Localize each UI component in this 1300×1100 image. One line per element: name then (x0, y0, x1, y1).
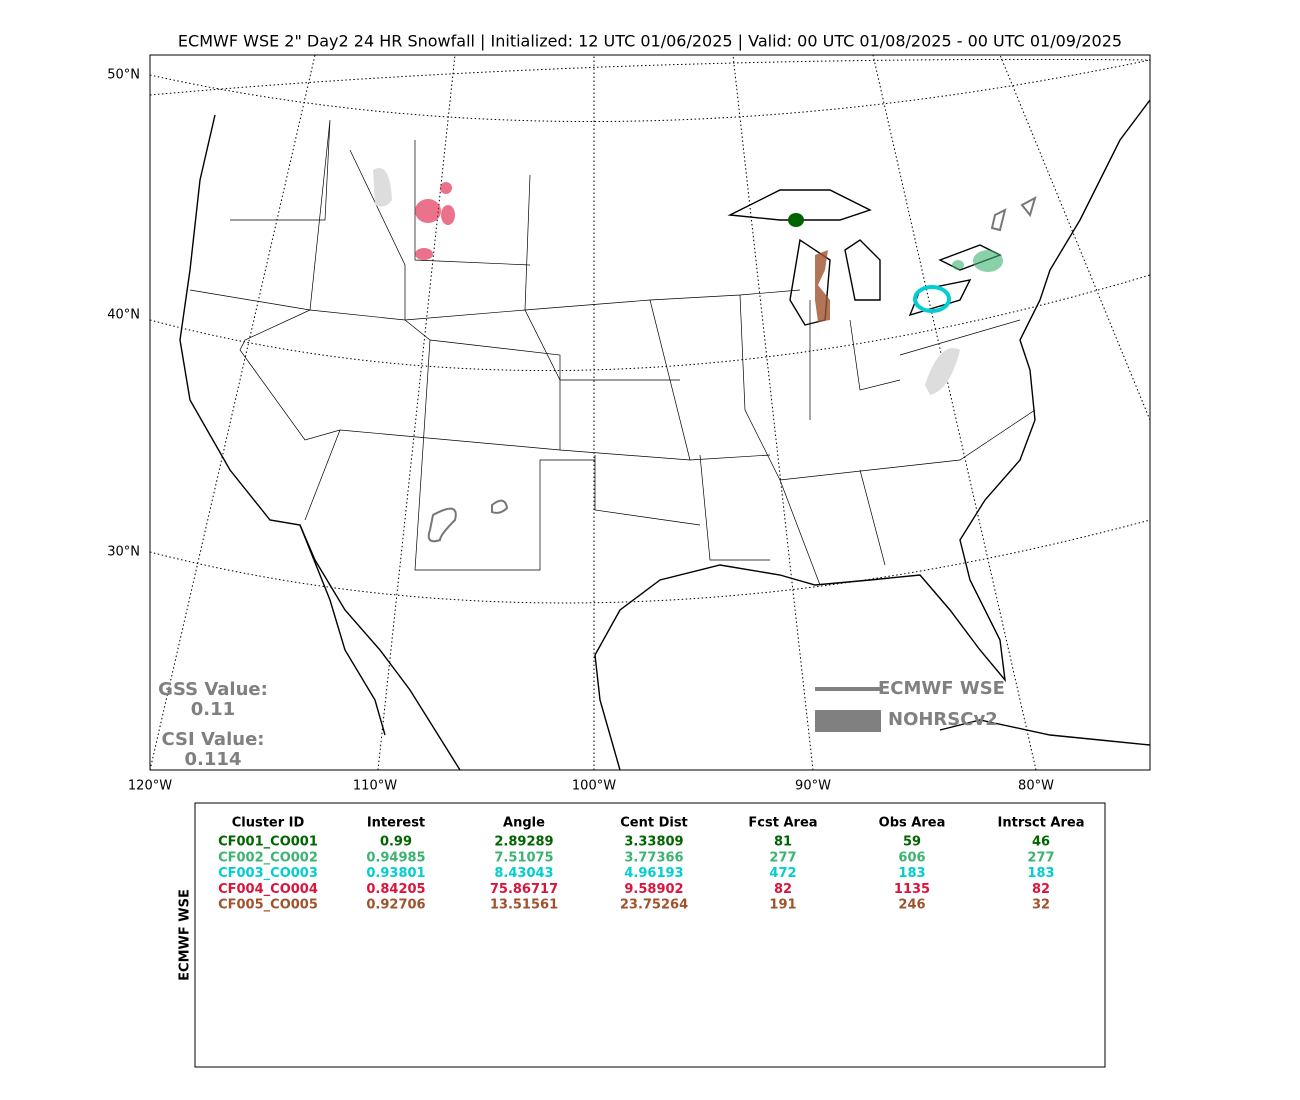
table-cell: 246 (898, 898, 925, 913)
table-cell: 191 (769, 898, 796, 913)
title: ECMWF WSE 2" Day2 24 HR Snowfall | Initi… (178, 32, 1122, 51)
cluster-area (952, 260, 964, 270)
legend-swatch (815, 710, 881, 732)
parallel (150, 274, 1150, 372)
table-cell: 0.84205 (366, 882, 425, 897)
table-cell: 183 (1027, 866, 1054, 881)
table-cell: 1135 (894, 882, 930, 897)
table-cell: 2.89289 (494, 835, 553, 850)
legend-label: NOHRSCv2 (888, 709, 998, 730)
table-cell: 9.58902 (624, 882, 683, 897)
lon-label: 120°W (128, 779, 172, 794)
table-cell: CF003_CO003 (218, 866, 318, 881)
table-cell: CF004_CO004 (218, 882, 318, 897)
table-cell: 82 (774, 882, 792, 897)
table-cell: 13.51561 (490, 898, 558, 913)
table-cell: 0.94985 (366, 850, 425, 865)
lon-label: 100°W (572, 779, 616, 794)
table-cell: 0.93801 (366, 866, 425, 881)
table-cell: 59 (903, 835, 921, 850)
table-cell: CF002_CO002 (218, 850, 318, 865)
score-label: GSS Value: (158, 679, 268, 700)
cluster-area (440, 182, 452, 194)
map-body (150, 55, 1150, 770)
table-cell: CF001_CO001 (218, 835, 318, 850)
coastline (939, 719, 1150, 746)
obs-area (373, 168, 392, 207)
table-cell: CF005_CO005 (218, 898, 318, 913)
table-cell: 472 (769, 866, 796, 881)
fcst-contour (427, 507, 457, 543)
state-borders (189, 119, 1036, 586)
table-header: Cent Dist (620, 816, 688, 831)
table-header: Angle (503, 816, 545, 831)
table-header: Cluster ID (232, 816, 305, 831)
table-cell: 81 (774, 835, 792, 850)
lon-label: 90°W (795, 779, 831, 794)
table-cell: 82 (1032, 882, 1050, 897)
fcst-contour (491, 499, 509, 514)
table-cell: 7.51075 (494, 850, 553, 865)
lat-label: 30°N (107, 545, 140, 560)
cluster-area (415, 248, 433, 260)
cluster-area (415, 199, 441, 223)
lon-label: 110°W (353, 779, 397, 794)
table-cell: 0.99 (380, 835, 412, 850)
table-cell: 277 (1027, 850, 1054, 865)
cluster-area (815, 250, 830, 322)
table-cell: 606 (898, 850, 925, 865)
table-cell: 277 (769, 850, 796, 865)
cluster-area (973, 250, 1003, 272)
table-cell: 32 (1032, 898, 1050, 913)
score-value: 0.114 (185, 749, 242, 770)
score-label: CSI Value: (162, 729, 265, 750)
table-header: Obs Area (879, 816, 946, 831)
fcst-contour (990, 195, 1037, 232)
map (149, 54, 1151, 771)
obs-area (925, 348, 960, 395)
coastline (594, 99, 1150, 683)
lat-label: 50°N (107, 68, 140, 83)
table-cell: 0.92706 (366, 898, 425, 913)
table-header: Intrsct Area (998, 816, 1085, 831)
great-lakes (727, 189, 1002, 326)
table-header: Fcst Area (748, 816, 817, 831)
table-cell: 4.96193 (624, 866, 683, 881)
table-cell: 183 (898, 866, 925, 881)
coastline (594, 654, 621, 770)
legend-label: ECMWF WSE (878, 678, 1005, 699)
lat-label: 40°N (107, 308, 140, 323)
map-frame (149, 54, 1151, 771)
table-cell: 46 (1032, 835, 1050, 850)
lon-label: 80°W (1018, 779, 1054, 794)
table-cell: 3.77366 (624, 850, 683, 865)
table-cell: 3.33809 (624, 835, 683, 850)
coastline (179, 114, 461, 770)
cluster-area (441, 205, 455, 225)
table-header: Interest (367, 816, 425, 831)
cluster-area (788, 213, 804, 227)
cluster-area (913, 285, 951, 313)
table-cell: 23.75264 (620, 898, 688, 913)
table-cell: 75.86717 (490, 882, 558, 897)
meridian (999, 55, 1150, 421)
parallel (150, 519, 1150, 604)
score-value: 0.11 (191, 699, 235, 720)
coastline (299, 524, 386, 736)
table-cell: 8.43043 (494, 866, 553, 881)
table-side-label: ECMWF WSE (178, 889, 193, 981)
table-frame (194, 802, 1106, 1068)
